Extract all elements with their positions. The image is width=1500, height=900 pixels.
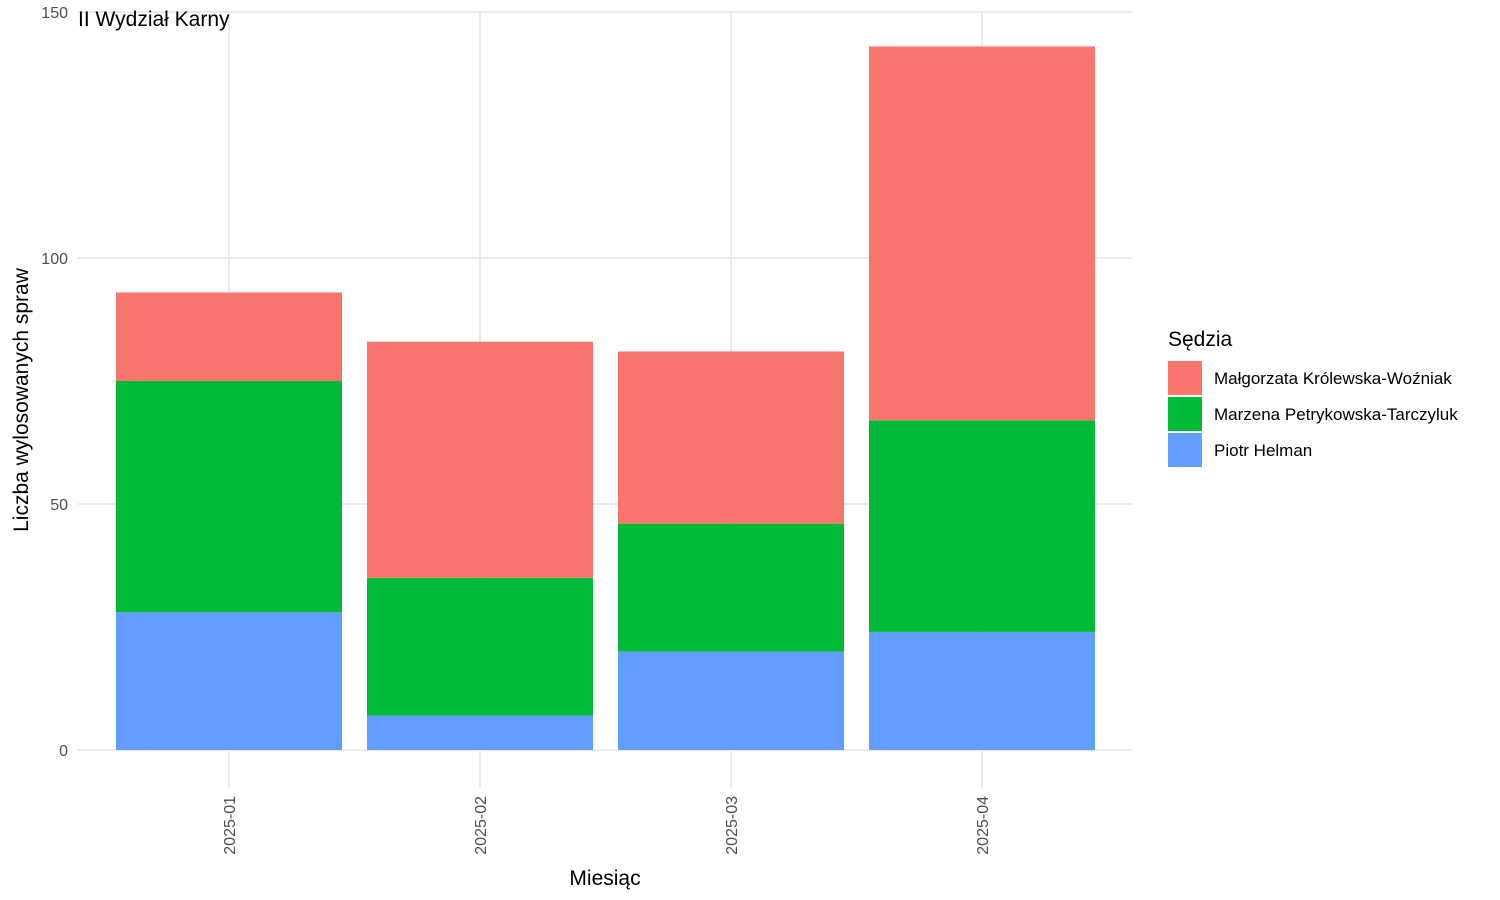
x-tick-label: 2025-01 <box>222 796 239 855</box>
bar-segment <box>116 612 342 750</box>
legend-label: Małgorzata Królewska-Woźniak <box>1214 369 1452 388</box>
x-tick-label: 2025-02 <box>473 796 490 855</box>
x-tick-label: 2025-04 <box>975 796 992 855</box>
y-axis-title: Liczba wylosowanych spraw <box>10 267 33 532</box>
y-tick-label: 0 <box>59 743 68 760</box>
bar-segment <box>367 341 593 578</box>
legend-label: Marzena Petrykowska-Tarczyluk <box>1214 405 1458 424</box>
bar-segment <box>869 46 1095 421</box>
legend-label: Piotr Helman <box>1214 441 1312 460</box>
bar-segment <box>869 631 1095 750</box>
x-tick-label: 2025-03 <box>724 796 741 855</box>
bars-layer <box>116 46 1095 750</box>
y-tick-label: 100 <box>41 251 68 268</box>
legend: Sędzia Małgorzata Królewska-Woźniak Marze… <box>1168 328 1458 467</box>
y-tick-label: 150 <box>41 5 68 22</box>
bar-segment <box>618 351 844 524</box>
legend-swatch <box>1168 361 1202 395</box>
ticks-layer: 0 50 100 150 2025-01 2025-02 2025-03 2025-04 <box>41 5 992 855</box>
chart-title: II Wydział Karny <box>78 8 230 31</box>
legend-title: Sędzia <box>1168 328 1233 351</box>
bar-segment <box>116 292 342 381</box>
bar-segment <box>618 651 844 750</box>
y-tick-label: 50 <box>50 497 68 514</box>
bar-segment <box>367 715 593 750</box>
bar-segment <box>367 577 593 716</box>
bar-segment <box>869 420 1095 632</box>
x-axis-title: Miesiąc <box>569 867 640 890</box>
legend-swatch <box>1168 397 1202 431</box>
bar-segment <box>116 381 342 613</box>
bar-segment <box>618 523 844 652</box>
legend-swatch <box>1168 433 1202 467</box>
